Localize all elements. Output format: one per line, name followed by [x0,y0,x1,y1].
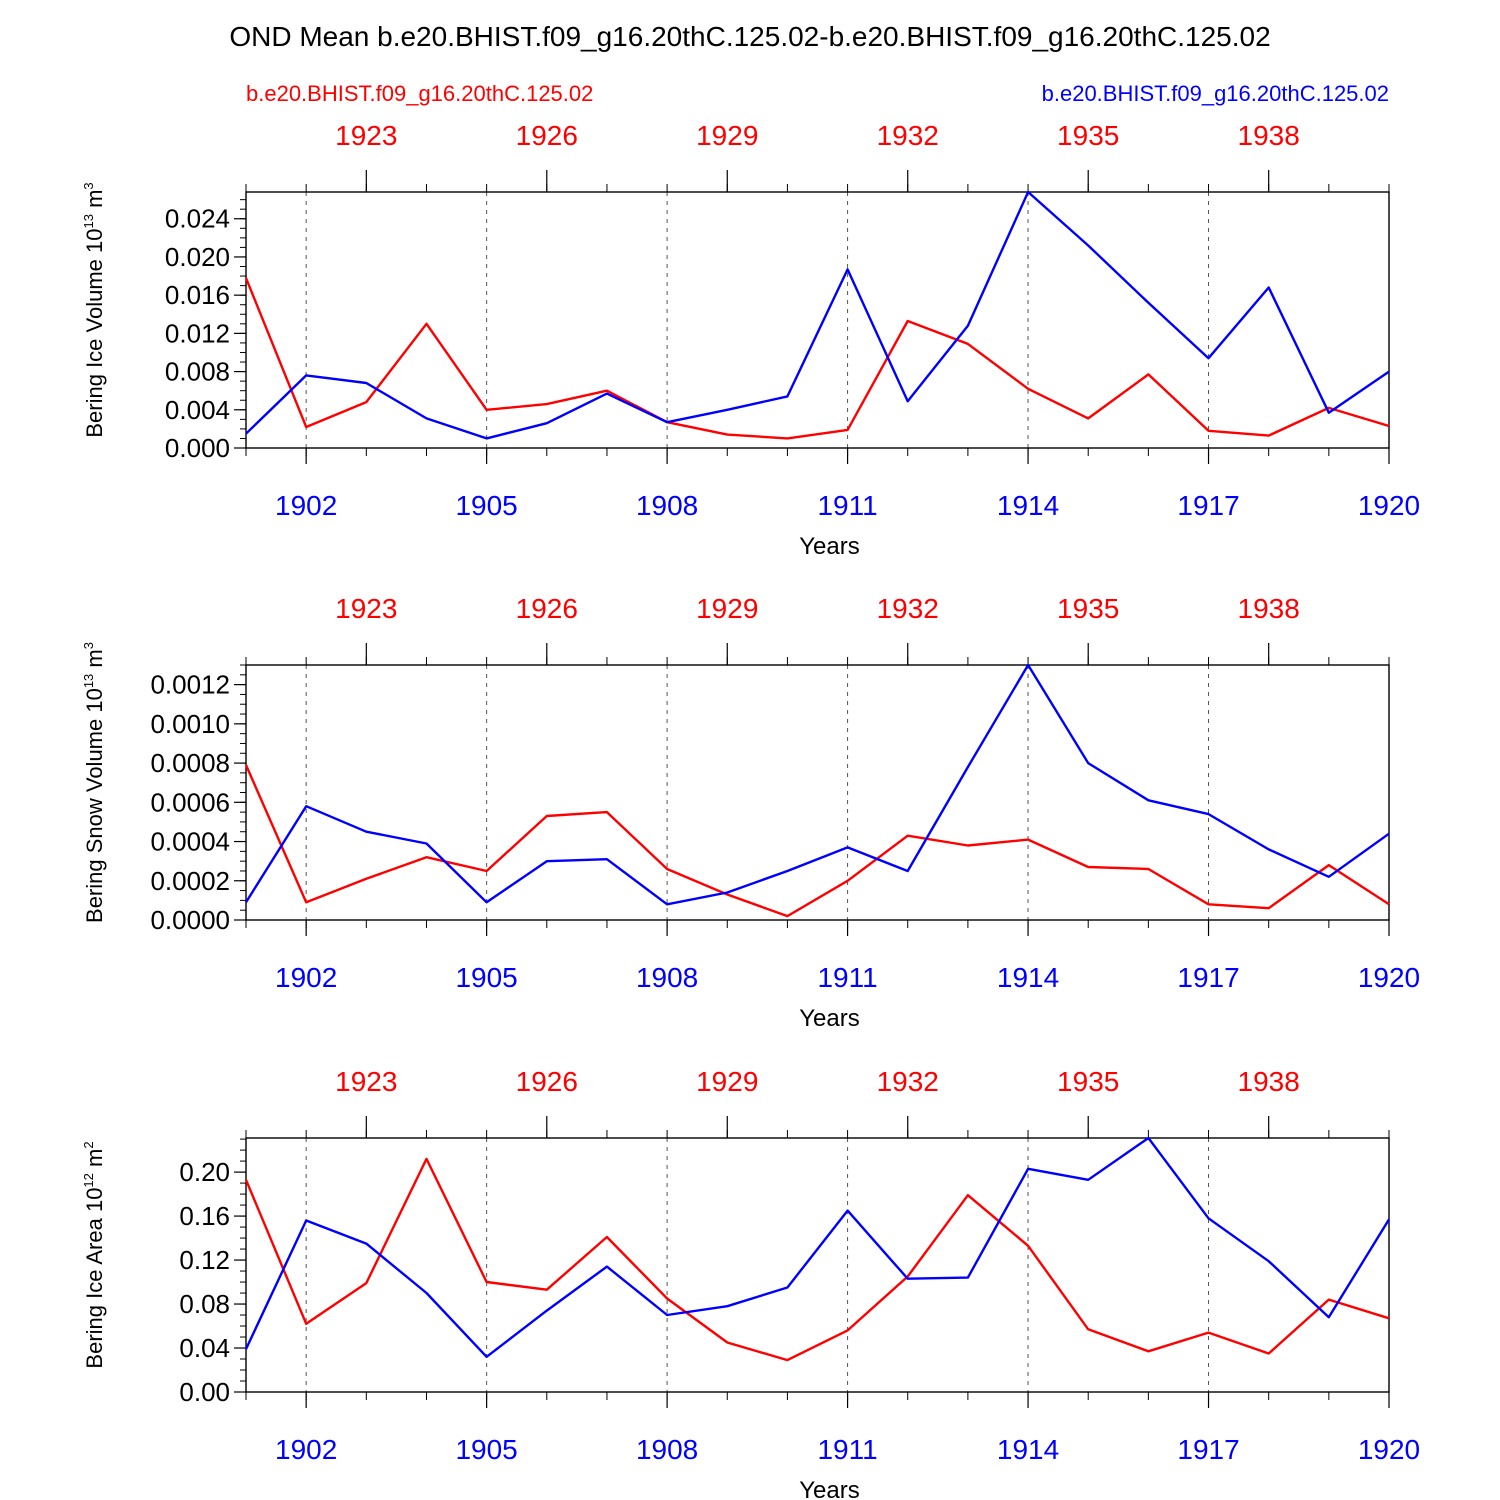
y-axis-title-ylabel-unit-sup: 2 [81,1141,96,1148]
y-tick-label: 0.0004 [150,827,230,857]
x-tick-label-top: 1923 [335,120,397,151]
y-axis-title-ylabel-sup: 13 [81,214,96,228]
y-tick-label: 0.020 [165,242,230,272]
y-tick-label: 0.016 [165,280,230,310]
plot-frame [245,191,1390,449]
series-line-red [244,277,1390,440]
x-tick-label-bottom: 1902 [275,962,337,993]
chart-panel-3: 0.00 0.04 0.08 0.12 0.16 0.20 1902 1905 1908 1911… [81,1066,1420,1500]
x-tick-label-bottom: 1905 [455,962,517,993]
x-tick-label-top: 1932 [877,1066,939,1097]
x-tick-label-top: 1935 [1057,593,1119,624]
y-tick-label: 0.0002 [150,866,230,896]
y-tick-label: 0.000 [165,433,230,463]
y-axis-title-ylabel: Bering Ice Volume 10 [82,229,107,438]
x-tick-label-top: 1935 [1057,120,1119,151]
y-tick-label: 0.008 [165,357,230,387]
y-axis-title-ylabel: Bering Ice Area 10 [82,1188,107,1369]
x-tick-label-bottom: 1920 [1358,1434,1420,1465]
x-tick-label-bottom: 1905 [455,490,517,521]
x-tick-label-bottom: 1917 [1177,962,1239,993]
y-tick-label: 0.20 [179,1157,230,1187]
y-tick-label: 0.0008 [150,748,230,778]
y-axis-title-ylabel-unit-sup: 3 [81,642,96,649]
series-line-blue [244,663,1390,906]
x-tick-label-top: 1938 [1238,593,1300,624]
y-axis-title: Bering Ice Volume 1013 m3 [81,182,107,437]
x-tick-label-bottom: 1911 [817,490,877,521]
x-tick-label-bottom: 1908 [636,962,698,993]
x-tick-label-bottom: 1920 [1358,962,1420,993]
x-tick-label-bottom: 1917 [1177,1434,1239,1465]
y-axis-title: Bering Snow Volume 1013 m3 [81,642,107,923]
series-line-blue [244,1136,1391,1359]
y-tick-label: 0.0000 [150,905,230,935]
x-tick-label-top: 1926 [516,593,578,624]
y-axis-title-ylabel-unit: m [82,649,107,673]
x-tick-label-top: 1923 [335,1066,397,1097]
x-tick-label-bottom: 1908 [636,490,698,521]
y-tick-label: 0.0006 [150,787,230,817]
x-tick-label-top: 1929 [696,1066,758,1097]
y-axis-title-ylabel-unit: m [82,190,107,214]
y-tick-label: 0.0012 [150,670,230,700]
x-tick-label-top: 1932 [877,120,939,151]
x-tick-label-top: 1926 [516,120,578,151]
y-tick-label: 0.08 [179,1289,230,1319]
y-axis-title-ylabel-sup: 12 [81,1173,96,1187]
plot-frame [245,664,1390,921]
x-tick-label-bottom: 1911 [817,962,877,993]
left-series-label: b.e20.BHIST.f09_g16.20thC.125.02 [246,81,593,106]
x-tick-label-bottom: 1911 [817,1434,877,1465]
x-tick-label-bottom: 1914 [997,490,1059,521]
y-axis-title-ylabel-sup: 13 [81,674,96,688]
y-axis-title-ylabel-unit: m [82,1149,107,1173]
x-tick-label-top: 1932 [877,593,939,624]
y-tick-label: 0.12 [179,1245,230,1275]
series-line-red [244,764,1390,918]
y-tick-label: 0.04 [179,1333,230,1363]
y-tick-label: 0.00 [179,1377,230,1407]
x-tick-label-top: 1923 [335,593,397,624]
x-tick-label-bottom: 1914 [997,962,1059,993]
x-tick-label-top: 1929 [696,593,758,624]
y-axis-title-ylabel: Bering Snow Volume 10 [82,688,107,923]
x-axis-title: Years [799,1005,860,1032]
x-tick-label-top: 1935 [1057,1066,1119,1097]
figure-title: OND Mean b.e20.BHIST.f09_g16.20thC.125.0… [229,21,1270,52]
x-tick-label-bottom: 1908 [636,1434,698,1465]
chart-panel-2: 0.0000 0.0002 0.0004 0.0006 0.0008 0.0010 0.00… [81,593,1420,1032]
chart-panel-1: 0.000 0.004 0.008 0.012 0.016 0.020 0.024 1902 1… [81,120,1420,560]
x-tick-label-bottom: 1905 [455,1434,517,1465]
y-tick-label: 0.0010 [150,709,230,739]
y-tick-label: 0.004 [165,395,230,425]
x-tick-label-bottom: 1902 [275,1434,337,1465]
y-axis-title: Bering Ice Area 1012 m2 [81,1141,107,1368]
x-axis-title: Years [799,1477,860,1500]
x-tick-label-bottom: 1914 [997,1434,1059,1465]
x-tick-label-bottom: 1902 [275,490,337,521]
x-tick-label-top: 1929 [696,120,758,151]
x-axis-title: Years [799,533,860,560]
right-series-label: b.e20.BHIST.f09_g16.20thC.125.02 [1042,81,1389,106]
y-axis-title-ylabel-unit-sup: 3 [81,182,96,189]
x-tick-label-bottom: 1917 [1177,490,1239,521]
x-tick-label-bottom: 1920 [1358,490,1420,521]
series-line-blue [245,190,1390,440]
y-tick-label: 0.024 [165,204,230,234]
plot-frame [245,1137,1390,1393]
series-line-red [244,1157,1390,1362]
y-tick-label: 0.012 [165,318,230,348]
x-tick-label-top: 1938 [1238,120,1300,151]
y-tick-label: 0.16 [179,1201,230,1231]
x-tick-label-top: 1926 [516,1066,578,1097]
x-tick-label-top: 1938 [1238,1066,1300,1097]
